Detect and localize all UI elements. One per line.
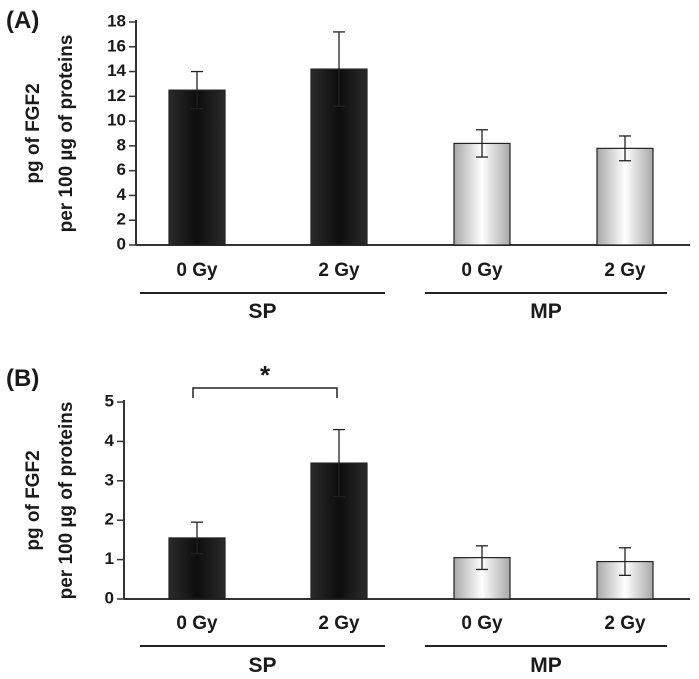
y-tick-label-b-0: 0 [105, 588, 114, 607]
y-tick-label-a-0: 0 [117, 234, 126, 253]
y-tick-label-b-2: 2 [105, 510, 114, 529]
error-bar-b-3 [476, 545, 488, 571]
chart-panel-b: (B) pg of FGF2 per 100 µg of proteins 0 1 2 3 4… [6, 360, 690, 677]
y-tick-label-a-16: 16 [107, 36, 126, 55]
error-bar-b-1 [191, 521, 203, 555]
bar-a-1 [168, 89, 226, 246]
group-label-a-mp: MP [530, 300, 562, 323]
y-tick-label-b-5: 5 [105, 391, 114, 410]
y-tick-label-a-10: 10 [107, 111, 126, 130]
error-bar-b-4 [619, 547, 631, 577]
y-tick-label-a-8: 8 [117, 135, 126, 154]
bar-a-3 [453, 142, 511, 246]
group-label-b-mp: MP [530, 654, 562, 677]
y-tick-label-b-4: 4 [105, 431, 115, 450]
y-axis-label-b-line-2: per 100 µg of proteins [56, 402, 77, 600]
group-label-b-sp: SP [248, 654, 276, 677]
y-tick-label-a-12: 12 [107, 86, 126, 105]
group-label-a-sp: SP [248, 300, 276, 323]
y-axis-label-a-line-2: per 100 µg of proteins [56, 35, 77, 233]
panel-label-a: (A) [6, 7, 39, 34]
y-tick-label-a-6: 6 [117, 160, 126, 179]
bar-a-4 [596, 147, 654, 246]
category-label-a-2: 2 Gy [318, 260, 360, 281]
error-bar-a-2 [333, 31, 345, 107]
significance-bracket-b-1 [192, 387, 338, 398]
y-axis-label-b-line-1: pg of FGF2 [23, 450, 44, 550]
category-label-b-2: 2 Gy [318, 613, 360, 634]
chart-panel-a: (A) pg of FGF2 per 100 µg of proteins 0 2 4 6 8… [6, 7, 690, 323]
y-tick-label-a-18: 18 [107, 11, 126, 30]
y-tick-label-a-2: 2 [117, 210, 126, 229]
category-label-a-4: 2 Gy [604, 260, 646, 281]
category-label-b-1: 0 Gy [176, 613, 218, 634]
error-bar-a-4 [619, 135, 631, 162]
error-bar-a-3 [476, 129, 488, 158]
y-tick-label-b-3: 3 [105, 470, 114, 489]
panel-label-b: (B) [6, 365, 39, 392]
y-tick-label-b-1: 1 [105, 549, 114, 568]
error-bar-a-1 [191, 70, 203, 110]
y-tick-label-a-4: 4 [117, 185, 127, 204]
category-label-a-3: 0 Gy [461, 260, 503, 281]
category-label-b-3: 0 Gy [461, 613, 503, 634]
error-bar-b-2 [333, 428, 345, 498]
category-label-b-4: 2 Gy [604, 613, 646, 634]
y-tick-label-a-14: 14 [107, 61, 126, 80]
category-label-a-1: 0 Gy [176, 260, 218, 281]
y-axis-label-a-line-1: pg of FGF2 [23, 83, 44, 183]
significance-star-b-1: * [260, 360, 271, 390]
